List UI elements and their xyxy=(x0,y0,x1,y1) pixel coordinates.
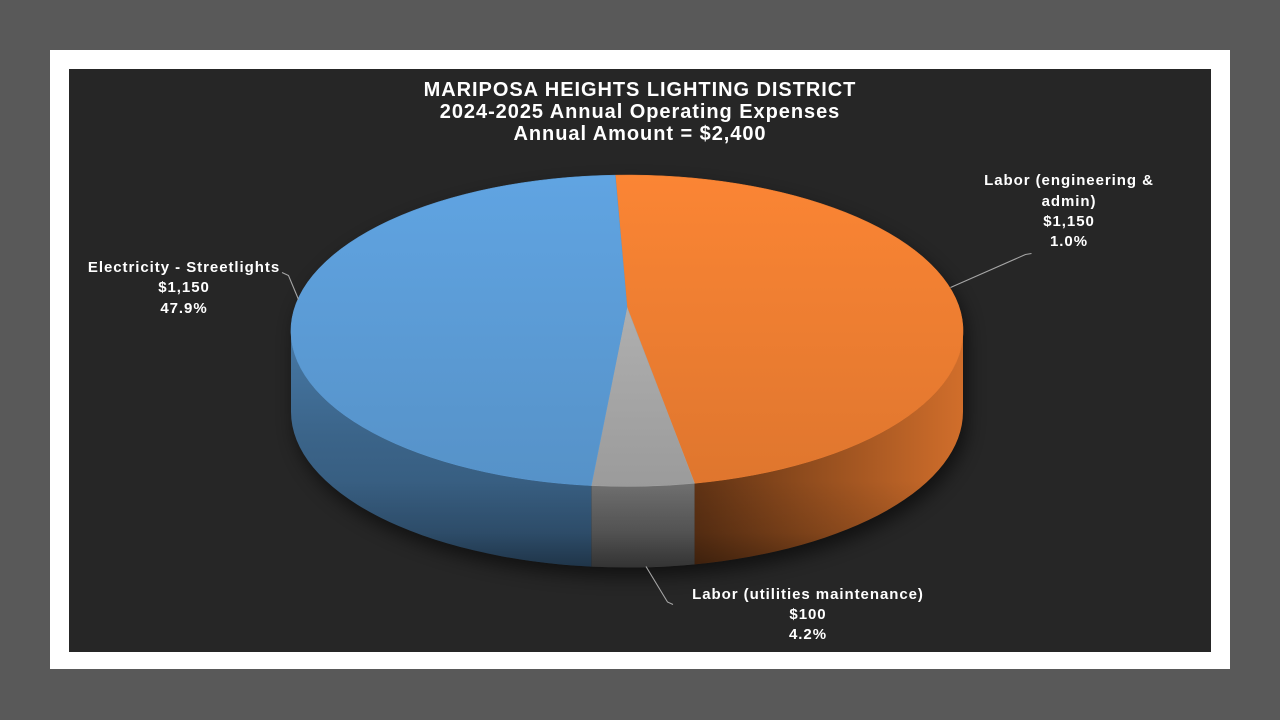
data-label-labor-engineering: Labor (engineering & admin) $1,150 1.0% xyxy=(976,171,1162,252)
data-label-labor-utilities-percent: 4.2% xyxy=(789,626,827,644)
data-label-labor-utilities-amount: $100 xyxy=(789,606,827,624)
leader-line-labor-engineering xyxy=(950,252,1032,289)
chart-title: MARIPOSA HEIGHTS LIGHTING DISTRICT 2024-… xyxy=(69,79,1211,146)
data-label-electricity-amount: $1,150 xyxy=(158,279,210,297)
data-label-labor-utilities: Labor (utilities maintenance) $100 4.2% xyxy=(692,585,924,646)
data-label-labor-engineering-amount: $1,150 xyxy=(1043,212,1095,230)
leader-line-labor-utilities xyxy=(645,566,674,606)
pie-slice-labor-engineering[interactable] xyxy=(614,174,964,484)
chart-title-line-2: 2024-2025 Annual Operating Expenses xyxy=(439,101,841,123)
pie-slice-electricity[interactable] xyxy=(290,174,628,486)
data-label-labor-engineering-name: Labor (engineering & admin) xyxy=(984,172,1154,210)
leader-line-electricity xyxy=(281,272,300,300)
data-label-electricity: Electricity - Streetlights $1,150 47.9% xyxy=(88,258,280,319)
pie-wall-shading xyxy=(291,330,963,568)
data-label-electricity-name: Electricity - Streetlights xyxy=(87,259,281,277)
data-label-electricity-percent: 47.9% xyxy=(160,299,208,317)
chart-title-line-3: Annual Amount = $2,400 xyxy=(513,123,767,146)
data-label-labor-engineering-percent: 1.0% xyxy=(1050,233,1088,250)
chart-title-line-1: MARIPOSA HEIGHTS LIGHTING DISTRICT xyxy=(423,78,857,101)
data-label-labor-utilities-name: Labor (utilities maintenance) xyxy=(692,585,924,603)
